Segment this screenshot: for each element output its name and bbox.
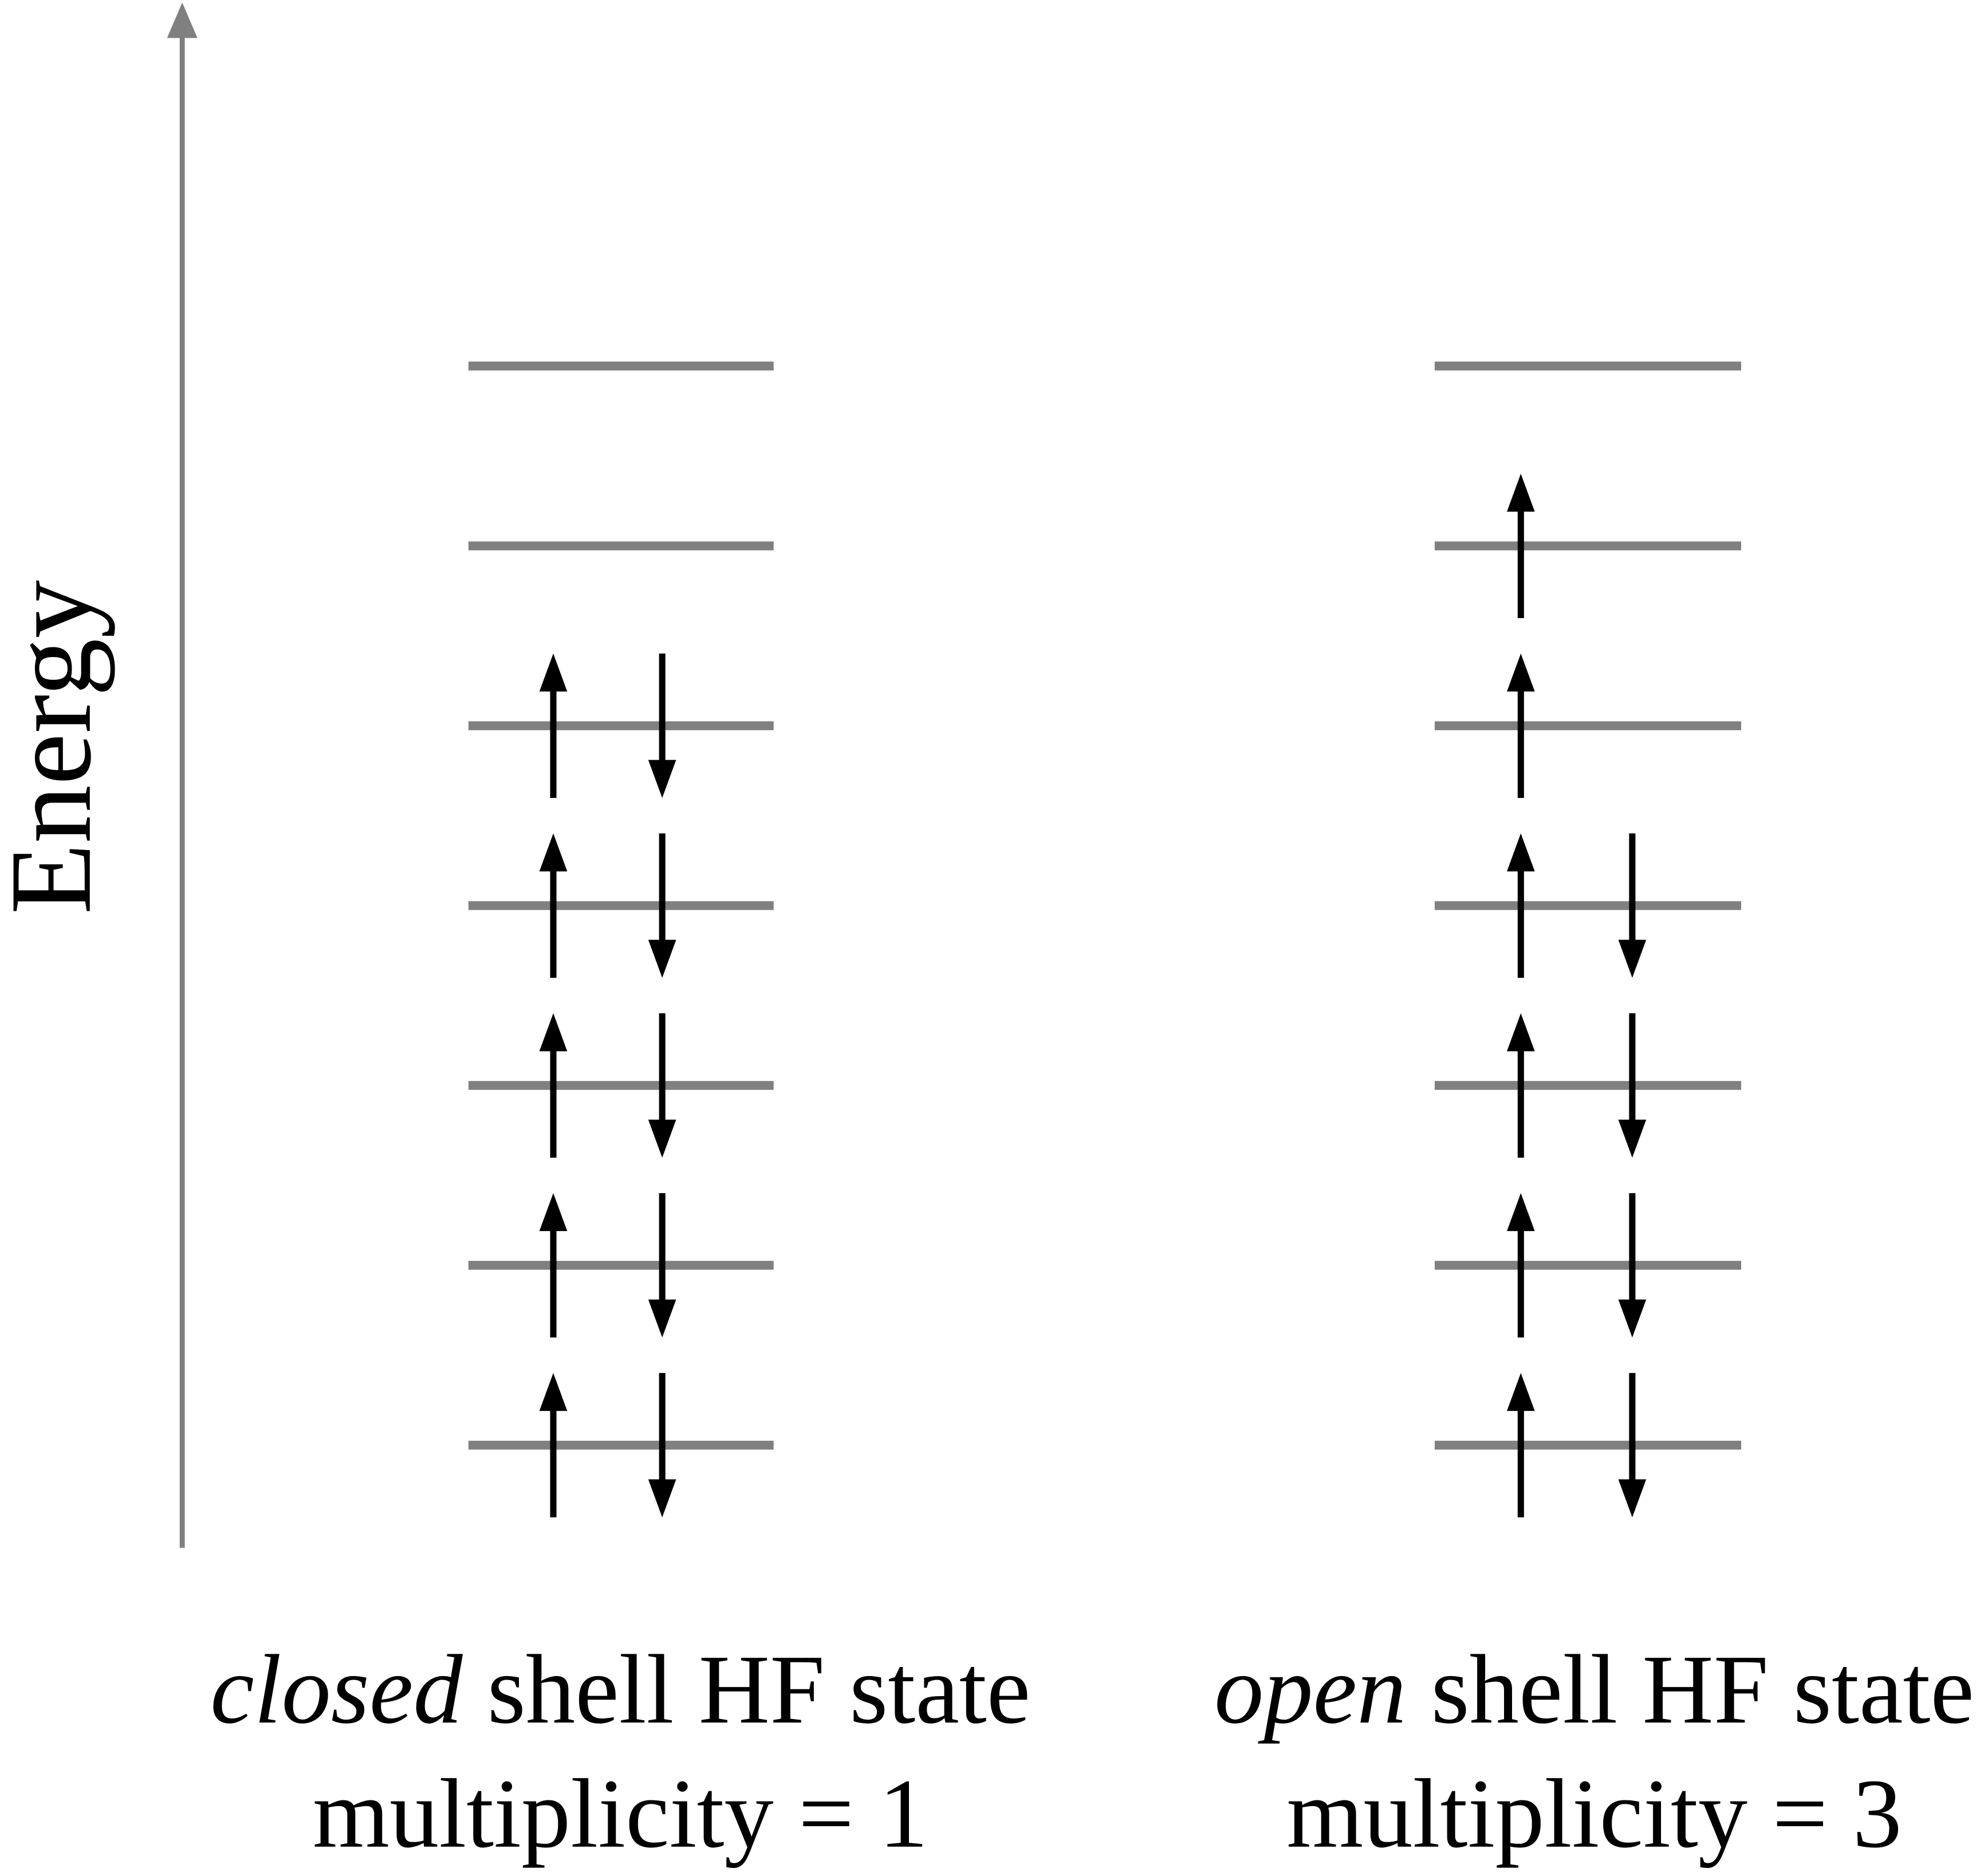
spin-up-head bbox=[1506, 1372, 1535, 1411]
spin-down-head bbox=[648, 760, 676, 798]
spin-up-head bbox=[539, 1013, 568, 1052]
caption: closed shell HF state bbox=[210, 1635, 1030, 1744]
caption: open shell HF state bbox=[1214, 1635, 1974, 1744]
spin-down-head bbox=[1618, 939, 1647, 978]
spin-up-head bbox=[1506, 653, 1535, 692]
spin-up-head bbox=[1506, 1013, 1535, 1052]
spin-down-head bbox=[1618, 1479, 1647, 1517]
spin-up-head bbox=[1506, 833, 1535, 872]
spin-down-head bbox=[1618, 1119, 1647, 1158]
spin-up-head bbox=[1506, 473, 1535, 512]
energy-axis-head bbox=[167, 2, 198, 38]
axis-label: Energy bbox=[0, 580, 116, 915]
levels bbox=[468, 361, 1742, 1517]
subtitle: multiplicity = 1 bbox=[313, 1759, 928, 1869]
spin-down-head bbox=[1618, 1299, 1647, 1338]
spin-down-head bbox=[648, 1299, 676, 1338]
spin-up-head bbox=[539, 1193, 568, 1232]
caption-rest: shell HF state bbox=[463, 1635, 1031, 1744]
caption-rest: shell HF state bbox=[1406, 1635, 1974, 1744]
spin-up-head bbox=[539, 1372, 568, 1411]
caption-emphasis: closed bbox=[210, 1635, 463, 1744]
spin-down-head bbox=[648, 1479, 676, 1517]
caption-emphasis: open bbox=[1214, 1635, 1406, 1744]
spin-up-head bbox=[539, 833, 568, 872]
spin-up-head bbox=[539, 653, 568, 692]
subtitle: multiplicity = 3 bbox=[1286, 1759, 1902, 1869]
spin-down-head bbox=[648, 939, 676, 978]
spin-down-head bbox=[648, 1119, 676, 1158]
spin-up-head bbox=[1506, 1193, 1535, 1232]
